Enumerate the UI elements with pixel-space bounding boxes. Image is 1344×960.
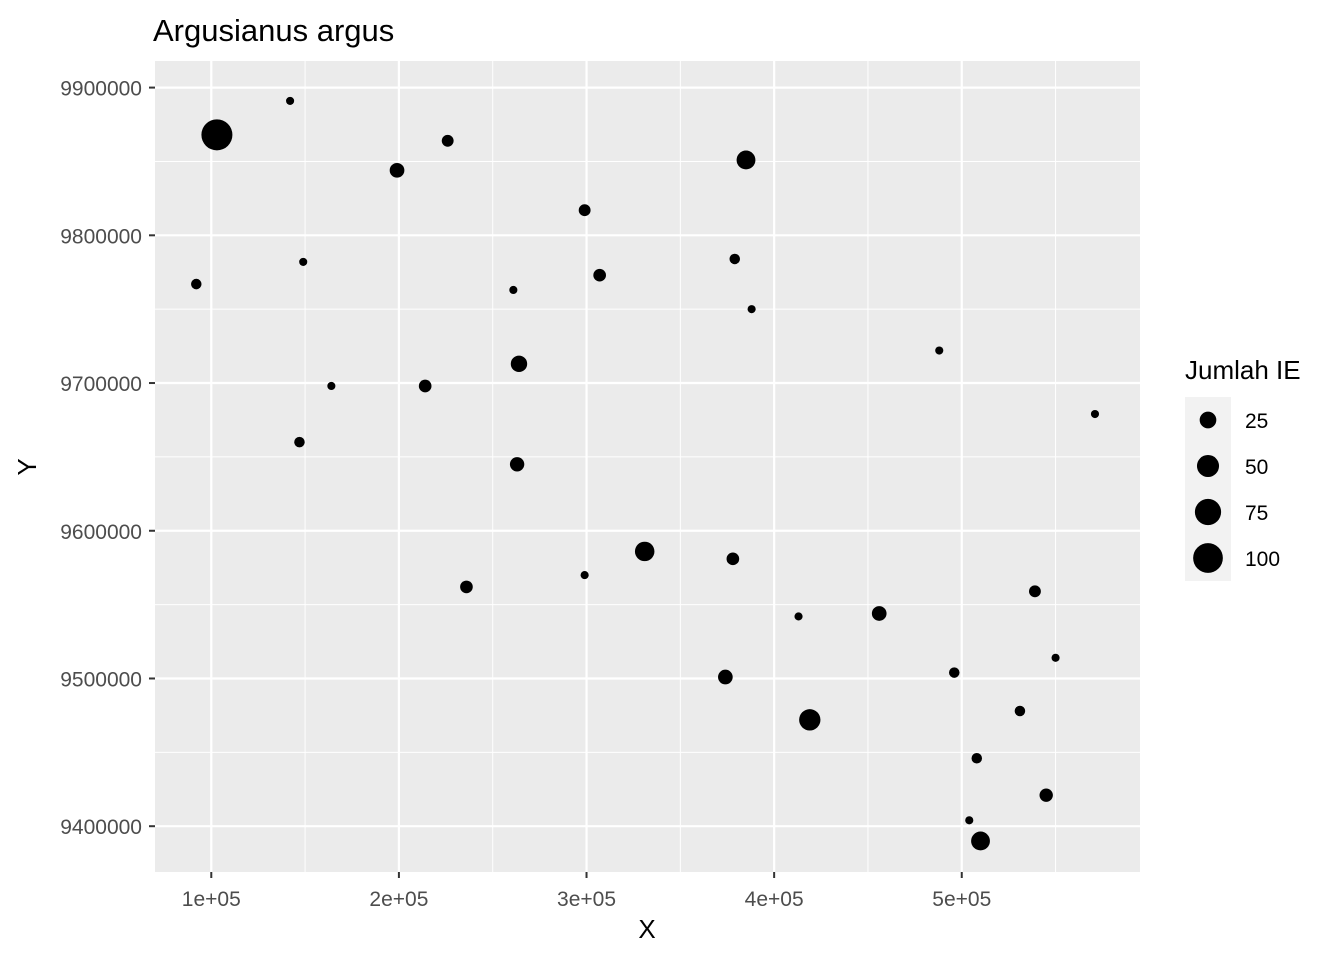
legend-label: 25 [1245, 410, 1268, 433]
y-tick-label: 9600000 [60, 521, 142, 544]
data-point [389, 162, 405, 178]
legend-key-circle [1199, 411, 1217, 429]
legend-label: 100 [1245, 548, 1280, 571]
y-tick-label: 9900000 [60, 78, 142, 101]
data-point [580, 571, 589, 580]
chart-title: Argusianus argus [153, 13, 394, 48]
data-point [726, 552, 740, 566]
data-points [191, 96, 1100, 851]
data-point [729, 253, 740, 265]
x-tick-label: 2e+05 [369, 888, 428, 911]
major-gridlines [155, 61, 1140, 872]
x-axis-title: X [638, 914, 655, 944]
legend-key-circle [1196, 454, 1220, 478]
data-point [593, 268, 606, 282]
y-axis: 9400000 9500000 9600000 9700000 9800000 99000… [60, 78, 155, 839]
legend-key-circle [1193, 543, 1223, 573]
data-point [1014, 705, 1026, 717]
data-point [965, 816, 974, 825]
plot-panel [155, 61, 1140, 872]
y-tick-label: 9700000 [60, 373, 142, 396]
data-point [718, 669, 733, 685]
data-point [509, 285, 518, 295]
x-tick-label: 1e+05 [182, 888, 241, 911]
data-point [971, 831, 990, 851]
data-point [799, 709, 821, 731]
data-point [949, 667, 960, 678]
data-point [1029, 585, 1041, 598]
size-legend: Jumlah IE 25 50 75 100 [1185, 355, 1301, 581]
data-point [1051, 653, 1060, 662]
data-point [299, 257, 308, 266]
x-tick-label: 4e+05 [745, 888, 804, 911]
data-point [191, 278, 202, 290]
data-point [935, 346, 944, 355]
data-point [1039, 788, 1053, 802]
legend-title: Jumlah IE [1185, 355, 1301, 385]
data-point [460, 580, 473, 594]
x-axis: 1e+05 2e+05 3e+05 4e+05 5e+05 [182, 872, 991, 911]
data-point [578, 204, 591, 217]
legend-label: 50 [1245, 456, 1268, 479]
data-point [418, 379, 432, 393]
data-point [327, 381, 336, 391]
y-axis-title: Y [12, 458, 42, 475]
data-point [971, 752, 983, 764]
y-tick-label: 9500000 [60, 668, 142, 691]
data-point [1090, 409, 1100, 419]
legend-key-circle [1194, 498, 1222, 526]
data-point [509, 457, 525, 472]
data-point [441, 134, 454, 147]
x-tick-label: 5e+05 [932, 888, 991, 911]
y-tick-label: 9400000 [60, 816, 142, 839]
minor-gridlines [155, 61, 1140, 872]
x-tick-label: 3e+05 [557, 888, 616, 911]
legend-label: 75 [1245, 502, 1268, 525]
data-point [510, 355, 528, 373]
y-tick-label: 9800000 [60, 225, 142, 248]
data-point [634, 541, 655, 562]
data-point [747, 305, 756, 314]
data-point [736, 150, 756, 170]
data-point [201, 119, 233, 151]
data-point [871, 606, 887, 621]
data-point [294, 436, 305, 448]
data-point [286, 96, 295, 105]
data-point [794, 612, 803, 621]
